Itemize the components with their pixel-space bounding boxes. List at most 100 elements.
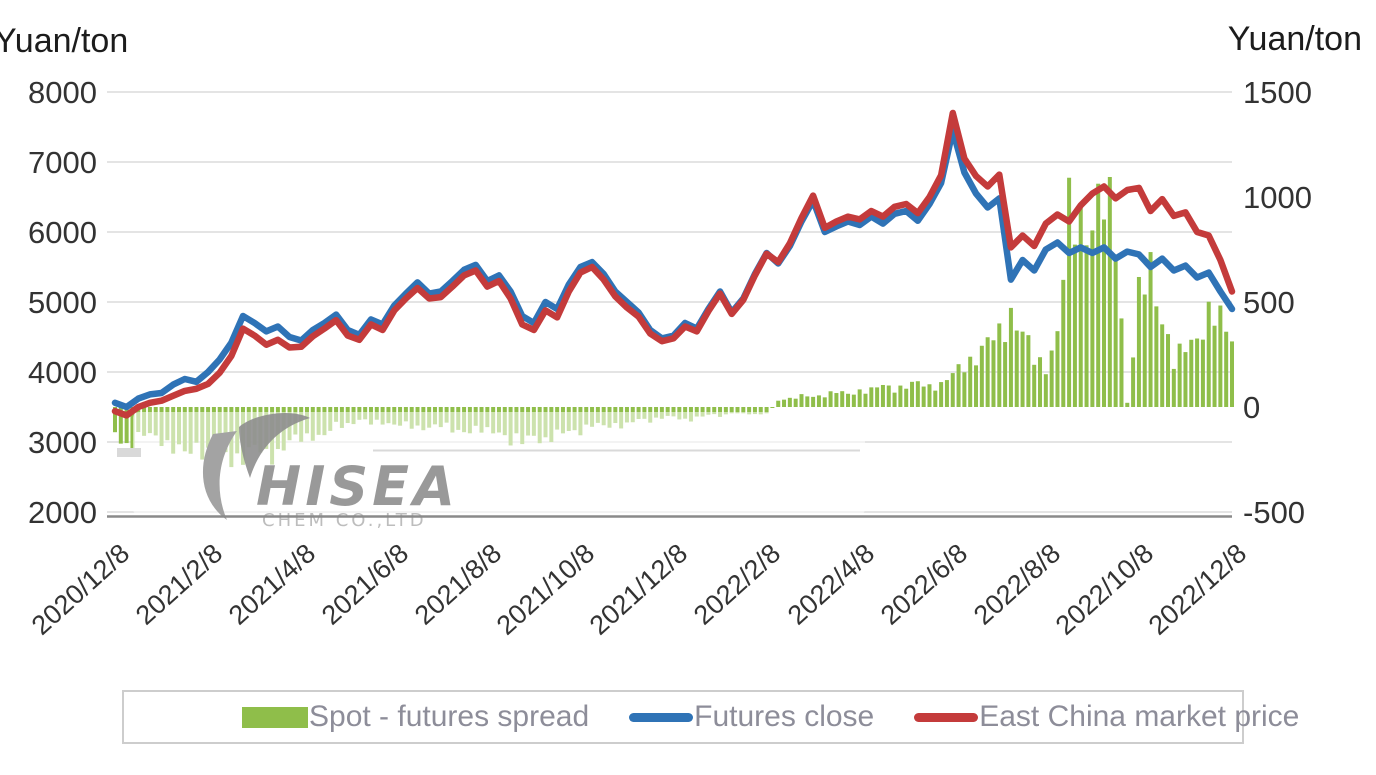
spread-bar (1061, 279, 1066, 407)
chart-legend: Spot - futures spread Futures close East C… (122, 690, 1299, 744)
spread-bar (898, 385, 903, 407)
spread-bar (846, 393, 851, 407)
spread-bar (1043, 374, 1048, 407)
spread-bar (816, 395, 821, 407)
spread-bar (1212, 325, 1217, 407)
spread-bar (776, 400, 781, 407)
spread-bar (892, 392, 897, 407)
legend-line-swatch-icon (914, 712, 979, 722)
right-axis-tick-label: 1500 (1243, 75, 1312, 110)
left-axis-tick-label: 3000 (28, 425, 97, 460)
spread-bar (921, 386, 926, 407)
spread-bar (880, 384, 885, 407)
watermark-logo-swoosh (202, 431, 237, 520)
spread-bar (747, 407, 752, 415)
spread-bar (1049, 350, 1054, 407)
spread-bar (764, 407, 769, 414)
spread-bar (1160, 324, 1165, 407)
watermark-subtitle: CHEM CO.,LTD (262, 510, 427, 531)
spread-bar (1107, 176, 1112, 407)
spread-bar (1055, 331, 1060, 407)
spread-bar (910, 381, 915, 407)
spread-bar (1206, 301, 1211, 407)
spread-bar (118, 407, 123, 444)
spread-bar (944, 380, 949, 407)
legend-item-label: East China market price (979, 700, 1300, 733)
spread-bar (113, 407, 117, 433)
spread-bar (1195, 338, 1200, 407)
spread-bar (799, 394, 804, 407)
spread-bar (758, 407, 763, 415)
spread-bar (828, 391, 833, 407)
spread-bar (840, 391, 845, 407)
spread-bar (694, 407, 699, 417)
watermark-name: HISEA (256, 455, 459, 518)
spread-bar (805, 396, 810, 407)
spread-bar (671, 407, 676, 417)
spread-bar (1131, 357, 1136, 407)
spread-bar (950, 373, 955, 407)
left-axis-tick-label: 7000 (28, 145, 97, 180)
legend-item: East China market price (914, 700, 1299, 734)
left-axis-tick-label: 6000 (28, 215, 97, 250)
spread-bar (787, 397, 792, 407)
spread-bar (822, 397, 827, 407)
spread-bar (1008, 307, 1013, 407)
spread-bar (863, 393, 868, 407)
legend-item: Spot - futures spread (242, 700, 589, 734)
spread-bar (915, 381, 920, 407)
spread-bar (939, 382, 944, 407)
spread-bar (793, 398, 798, 407)
spread-bar (1142, 294, 1147, 407)
spread-bar (991, 340, 996, 407)
spread-bar (1177, 343, 1182, 407)
spread-bar (1113, 254, 1118, 407)
spread-bar (927, 384, 932, 407)
spread-bar (700, 407, 705, 417)
spread-bar (665, 407, 670, 416)
spread-bar (1003, 342, 1008, 407)
spread-bar (1026, 335, 1031, 407)
spread-bar (782, 399, 787, 407)
spread-bar (1090, 230, 1095, 407)
spread-bar (997, 323, 1002, 407)
spread-bar (851, 394, 856, 407)
left-axis-tick-label: 5000 (28, 285, 97, 320)
spread-bar (869, 387, 874, 407)
spread-bar (857, 389, 862, 407)
right-axis-tick-label: -500 (1243, 495, 1306, 530)
left-axis-title: Yuan/ton (0, 22, 129, 60)
right-axis-title: Yuan/ton (1227, 20, 1362, 58)
spread-bar (130, 407, 135, 448)
spread-bar (886, 385, 891, 407)
east-china-price-line (111, 109, 1236, 419)
right-axis-tick-label: 500 (1243, 285, 1295, 320)
legend-item: Futures close (629, 700, 874, 734)
left-axis-tick-label: 2000 (28, 495, 97, 530)
left-axis-tick-label: 8000 (28, 75, 97, 110)
spread-bar (904, 388, 909, 407)
spread-bar (1224, 331, 1229, 407)
spread-bar (1136, 276, 1141, 407)
spread-bar (735, 407, 740, 414)
spread-bar (770, 407, 775, 408)
spread-bar (729, 407, 734, 414)
spread-bar (962, 372, 967, 407)
spread-bar (1154, 306, 1159, 407)
spread-bar (1148, 252, 1153, 407)
spread-bar (1038, 357, 1043, 407)
spread-bar (1200, 339, 1205, 407)
spread-bar (1020, 331, 1025, 407)
spread-bar (723, 407, 728, 415)
spread-bar (968, 356, 973, 407)
spread-bar (124, 407, 129, 444)
spread-bar (1166, 334, 1171, 407)
spread-bar (1067, 177, 1072, 407)
spread-bar (933, 390, 938, 407)
spread-bar (834, 393, 839, 407)
spread-bar (706, 407, 711, 415)
spread-bar (1189, 339, 1194, 407)
spread-bar (1230, 341, 1234, 407)
